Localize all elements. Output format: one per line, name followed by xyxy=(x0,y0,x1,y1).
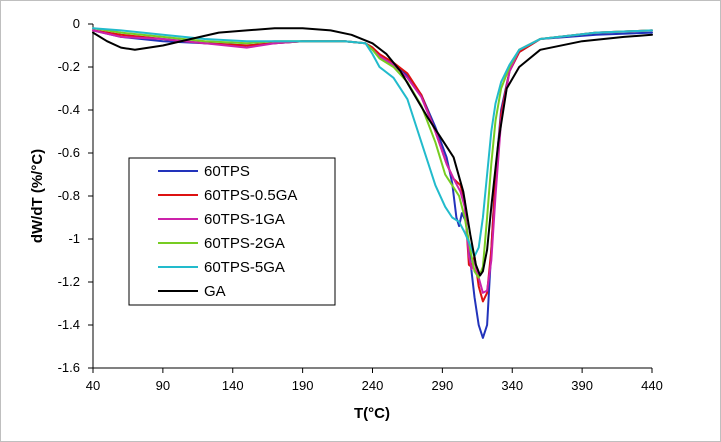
x-tick-label: 340 xyxy=(501,378,523,393)
legend-label: 60TPS xyxy=(204,163,250,180)
y-tick-label: -0.6 xyxy=(58,145,80,160)
x-axis-title: T(°C) xyxy=(354,405,390,422)
legend-box xyxy=(128,157,336,306)
x-tick-label: 240 xyxy=(362,378,384,393)
y-tick-label: -0.2 xyxy=(58,59,80,74)
y-tick-label: -1.4 xyxy=(58,317,80,332)
y-axis-title: dW/dT (%/°C) xyxy=(29,149,46,243)
y-tick-label: -1.6 xyxy=(58,360,80,375)
y-tick-label: -0.4 xyxy=(58,102,80,117)
legend: 60TPS 60TPS-0.5GA 60TPS-1GA 60TPS-2GA 60TPS-… xyxy=(128,157,336,306)
x-tick-label: 440 xyxy=(641,378,663,393)
x-tick-label: 390 xyxy=(571,378,593,393)
legend-label: 60TPS-0.5GA xyxy=(204,187,297,204)
legend-label: 60TPS-5GA xyxy=(204,259,285,276)
x-tick-label: 190 xyxy=(292,378,314,393)
x-tick-label: 40 xyxy=(86,378,100,393)
series-line-60tps-5ga xyxy=(92,27,653,258)
y-tick-label: -1.2 xyxy=(58,274,80,289)
y-tick-label: -1 xyxy=(68,231,80,246)
x-tick-label: 290 xyxy=(432,378,454,393)
legend-label: GA xyxy=(204,283,226,300)
y-tick-label: 0 xyxy=(73,16,80,31)
series-line-ga xyxy=(92,27,653,277)
x-tick-label: 90 xyxy=(156,378,170,393)
legend-label: 60TPS-2GA xyxy=(204,235,285,252)
x-tick-label: 140 xyxy=(222,378,244,393)
y-tick-label: -0.8 xyxy=(58,188,80,203)
legend-label: 60TPS-1GA xyxy=(204,211,285,228)
series-line-60tps-1ga xyxy=(92,29,653,294)
